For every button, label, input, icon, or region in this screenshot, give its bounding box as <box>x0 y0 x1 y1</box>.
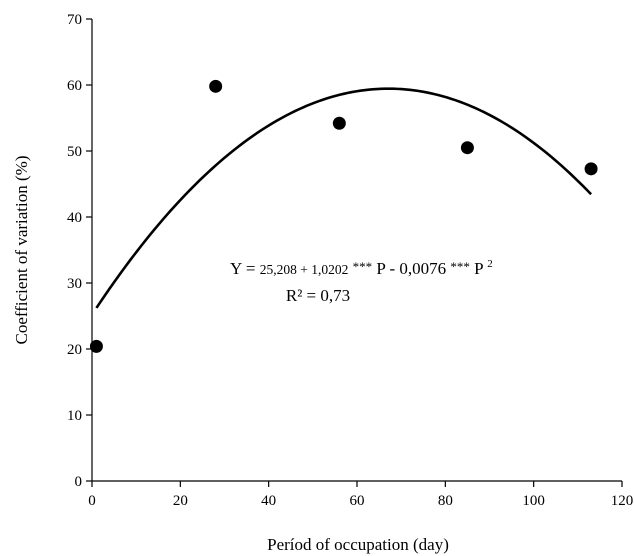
equation-minus-coef: - 0,0076 <box>389 259 446 278</box>
data-point <box>332 116 346 130</box>
y-tick-label: 30 <box>67 276 82 292</box>
data-point <box>209 79 223 93</box>
x-ticks: 0 20 40 60 80 100 120 <box>88 481 633 509</box>
y-tick-label: 60 <box>67 78 82 94</box>
y-tick-label: 40 <box>67 210 82 226</box>
x-tick-label: 80 <box>438 493 453 509</box>
y-tick-label: 10 <box>67 408 82 424</box>
equation-constants: 25,208 + 1,0202 <box>260 262 349 277</box>
data-points <box>89 79 598 353</box>
equation-p-1: P <box>376 259 385 278</box>
x-axis-label: Períod of occupation (day) <box>267 535 449 554</box>
y-ticks: 0 10 20 30 40 50 60 70 <box>67 12 92 490</box>
y-tick-label: 70 <box>67 12 82 28</box>
r-squared-label: R² = 0,73 <box>286 286 350 305</box>
x-tick-label: 100 <box>522 493 545 509</box>
data-point <box>460 141 474 155</box>
y-tick-label: 0 <box>75 474 83 490</box>
x-tick-label: 60 <box>350 493 365 509</box>
axes <box>91 19 622 482</box>
equation-significance-1: *** <box>353 259 373 274</box>
y-tick-label: 50 <box>67 144 82 160</box>
x-tick-label: 20 <box>173 493 188 509</box>
y-tick-label: 20 <box>67 342 82 358</box>
regression-equation: Y = 25,208 + 1,0202 *** P - 0,0076 *** P… <box>230 256 493 278</box>
y-axis-label: Coefficient of variation (%) <box>12 156 31 345</box>
data-point <box>89 339 103 353</box>
x-tick-label: 0 <box>88 493 96 509</box>
equation-y: Y = <box>230 259 260 278</box>
equation-significance-2: *** <box>450 259 470 274</box>
equation-exponent: 2 <box>487 258 493 270</box>
fit-curve <box>95 87 593 309</box>
equation-p-2: P <box>474 259 483 278</box>
data-point <box>584 162 598 176</box>
x-tick-label: 40 <box>261 493 276 509</box>
x-tick-label: 120 <box>611 493 634 509</box>
